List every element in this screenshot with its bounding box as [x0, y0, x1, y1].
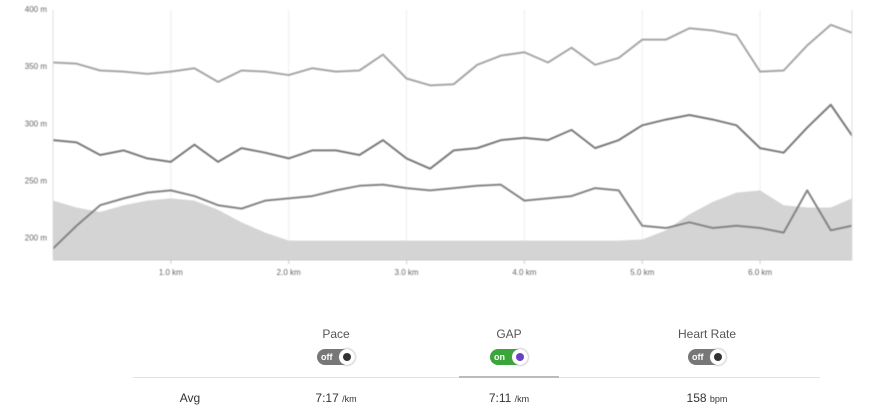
x-tick-label: 4.0 km [512, 268, 536, 277]
column-label: Heart Rate [677, 327, 737, 341]
row-label: Avg [179, 391, 201, 405]
toggle-dot [343, 353, 351, 361]
toggle-state: off [692, 352, 704, 362]
x-tick-label: 2.0 km [277, 268, 301, 277]
x-tick-label: 3.0 km [395, 268, 419, 277]
chart: 1.0 km 2.0 km 3.0 km 4.0 km 5.0 km 6.0 km 200 … [25, 5, 853, 277]
toggle-dot [516, 353, 524, 361]
y-tick-label: 250 m [25, 176, 48, 185]
toggle[interactable]: off [317, 349, 355, 365]
y-tick-label: 350 m [25, 62, 48, 71]
series-line [52, 23, 853, 87]
avg-unit: /km [342, 394, 357, 404]
avg-unit: bpm [709, 394, 728, 404]
divider-highlight [459, 376, 559, 378]
x-tick-label: 6.0 km [748, 268, 772, 277]
column-label: GAP [496, 327, 522, 341]
toggle[interactable]: off [688, 349, 726, 365]
avg-value: 7:17 /km [256, 391, 416, 405]
column-label: Pace [322, 327, 350, 341]
y-tick-label: 200 m [25, 233, 48, 242]
avg-number: 158 [686, 391, 707, 405]
x-tick-label: 1.0 km [159, 268, 183, 277]
toggle-state: on [494, 352, 505, 362]
avg-unit: /km [514, 394, 530, 404]
elevation-area [53, 190, 852, 260]
toggle-knob [710, 349, 726, 365]
avg-number: 7:11 [488, 391, 512, 405]
avg-number: 7:17 [315, 391, 339, 405]
y-tick-label: 300 m [25, 119, 48, 128]
y-tick-label: 400 m [25, 5, 48, 14]
toggle-knob [512, 349, 528, 365]
series-line [52, 103, 853, 170]
series-line [52, 183, 853, 250]
toggle-dot [714, 353, 722, 361]
avg-value: 7:11 /km [429, 391, 589, 405]
x-tick-label: 5.0 km [630, 268, 654, 277]
avg-value: 158 bpm [627, 391, 787, 405]
toggle-state: off [321, 352, 333, 362]
toggle[interactable]: on [490, 349, 528, 365]
toggle-knob [339, 349, 355, 365]
